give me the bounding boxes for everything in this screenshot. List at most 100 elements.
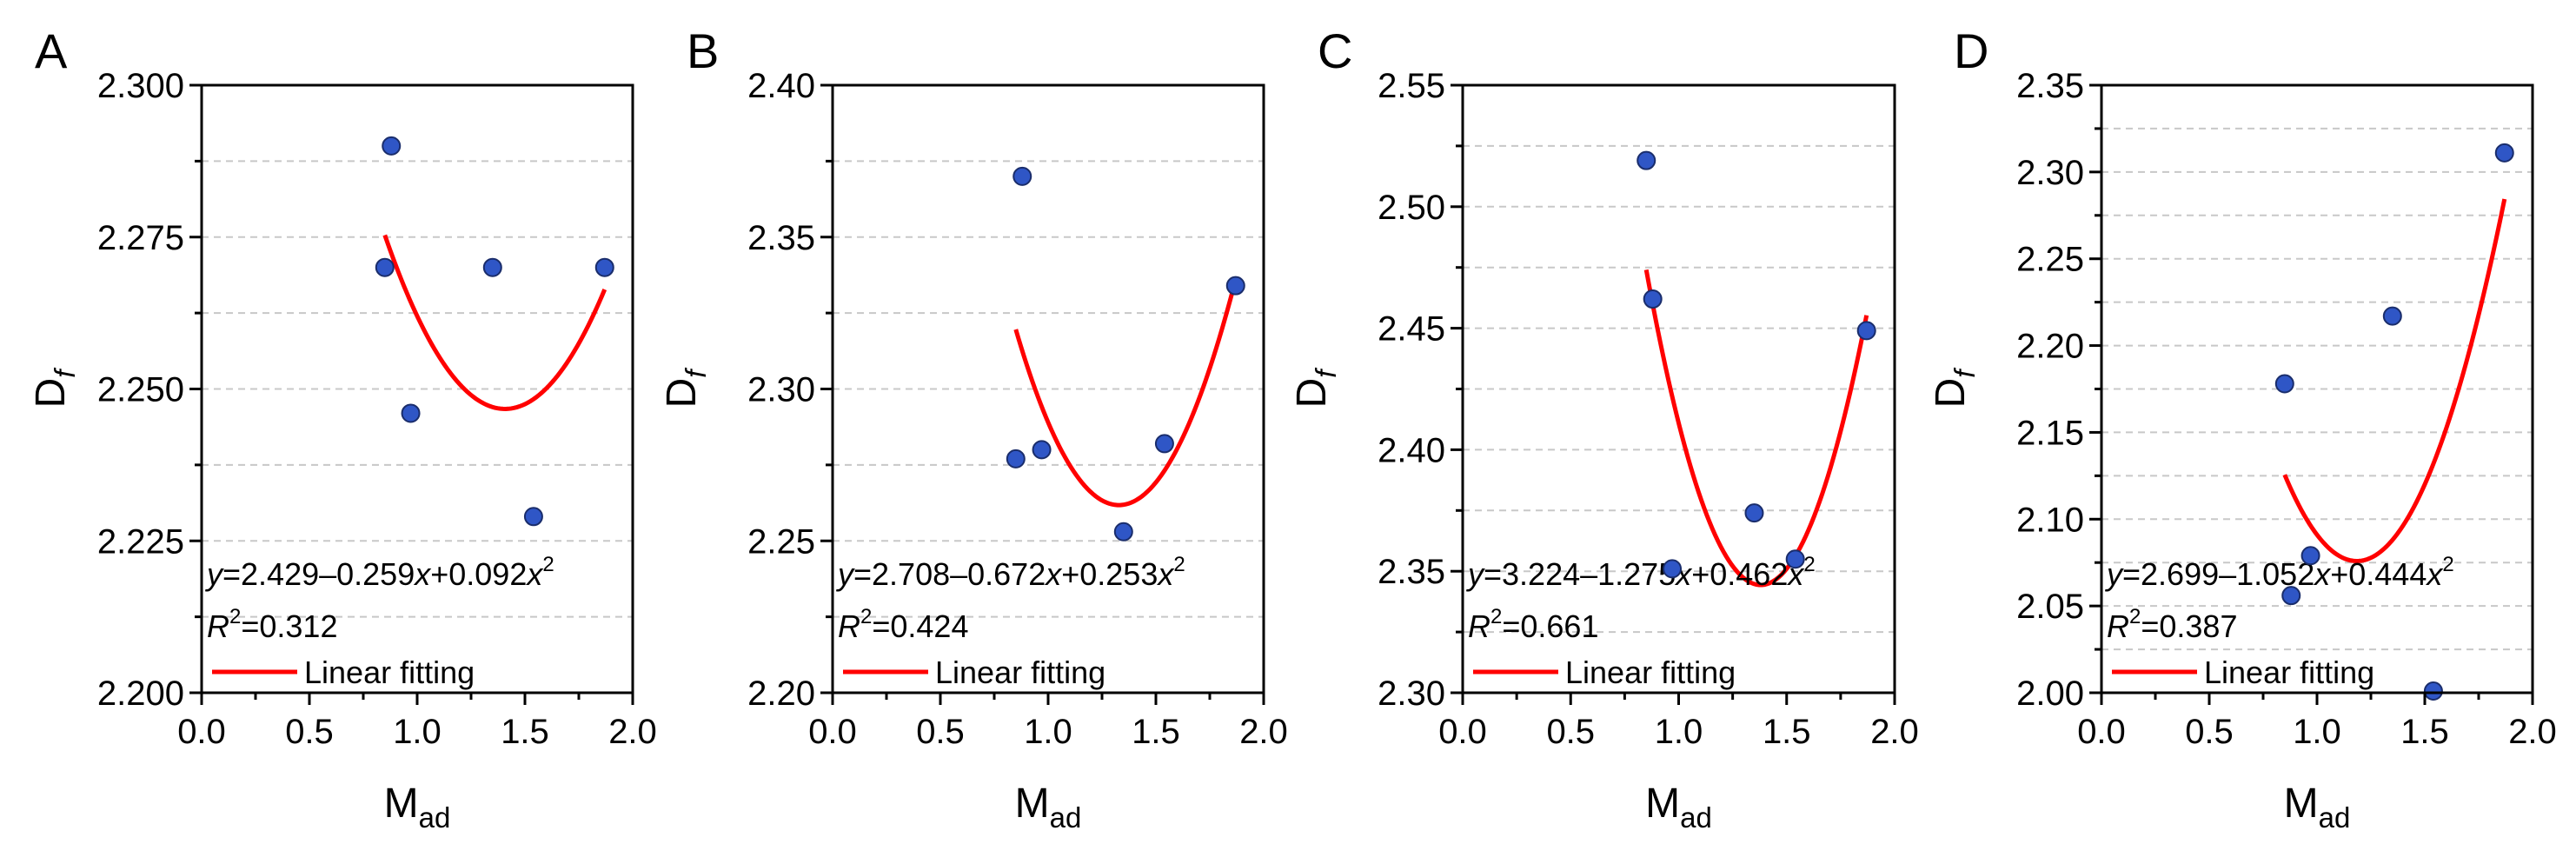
r-squared: R2=0.312	[207, 605, 337, 644]
y-tick-label: 2.30	[1378, 675, 1445, 713]
data-point	[1154, 434, 1174, 454]
y-axis-label: Df	[659, 367, 712, 409]
data-point	[2281, 586, 2301, 606]
data-point	[1032, 440, 1052, 460]
y-tick-label: 2.275	[97, 219, 184, 257]
y-tick-label: 2.300	[97, 67, 184, 105]
x-tick-label: 1.5	[2400, 713, 2449, 751]
x-tick-label: 1.5	[1763, 713, 1811, 751]
y-tick-label: 2.35	[2016, 67, 2084, 105]
y-tick-label: 2.10	[2016, 501, 2084, 539]
y-tick-label: 2.40	[1378, 431, 1445, 469]
data-point	[1643, 289, 1663, 309]
panel-d: Dy=2.699–1.052x+0.444x2 R2=0.387 Linear fi…	[1928, 23, 2557, 834]
x-tick-label: 0.0	[2077, 713, 2126, 751]
y-axis-label: Df	[1289, 367, 1342, 409]
y-tick-label: 2.20	[2016, 328, 2084, 366]
data-point	[523, 507, 543, 527]
x-tick-label: 1.5	[501, 713, 549, 751]
data-point	[1006, 449, 1026, 469]
data-point	[2494, 143, 2514, 163]
x-axis-label: Mad	[1645, 781, 1712, 834]
panel-c: Cy=3.224–1.275x+0.462x2 R2=0.661 Linear fi…	[1289, 23, 1919, 834]
y-tick-label: 2.35	[1378, 553, 1445, 591]
x-tick-label: 1.0	[393, 713, 442, 751]
fit-equation: y=2.429–0.259x+0.092x2	[204, 553, 554, 592]
fit-equation: y=2.699–1.052x+0.444x2	[2104, 553, 2454, 592]
fit-equation: y=3.224–1.275x+0.462x2	[1465, 553, 1816, 592]
fit-curve	[1643, 269, 1869, 588]
y-tick-label: 2.00	[2016, 675, 2084, 713]
y-axis-label: Df	[1928, 367, 1981, 409]
r-squared: R2=0.387	[2107, 605, 2237, 644]
y-tick-label: 2.30	[2016, 154, 2084, 192]
data-point	[482, 257, 502, 277]
x-axis-label: Mad	[2284, 781, 2351, 834]
x-tick-label: 2.0	[608, 713, 657, 751]
y-tick-label: 2.45	[1378, 310, 1445, 349]
x-axis-label: Mad	[384, 781, 451, 834]
legend-label: Linear fitting	[935, 655, 1105, 690]
y-tick-label: 2.25	[2016, 241, 2084, 279]
legend-label: Linear fitting	[1565, 655, 1736, 690]
fit-curve	[382, 234, 607, 411]
fit-curve	[2282, 198, 2507, 564]
x-tick-label: 2.0	[1239, 713, 1288, 751]
data-point	[1637, 150, 1656, 170]
x-tick-label: 1.0	[1655, 713, 1703, 751]
data-point	[2300, 546, 2320, 566]
x-tick-label: 0.0	[808, 713, 857, 751]
data-point	[1663, 559, 1683, 579]
y-tick-label: 2.50	[1378, 189, 1445, 227]
x-tick-label: 1.0	[2293, 713, 2341, 751]
x-tick-label: 0.0	[1438, 713, 1487, 751]
panel-b: By=2.708–0.672x+0.253x2 R2=0.424 Linear fi…	[659, 23, 1288, 834]
data-point	[1785, 549, 1805, 569]
x-tick-label: 0.5	[285, 713, 334, 751]
fit-equation: y=2.708–0.672x+0.253x2	[835, 553, 1185, 592]
fit-curve	[1013, 278, 1238, 508]
data-point	[401, 403, 421, 423]
y-tick-label: 2.20	[747, 675, 815, 713]
data-point	[1856, 321, 1876, 341]
x-tick-label: 1.0	[1024, 713, 1072, 751]
y-tick-label: 2.15	[2016, 414, 2084, 452]
y-tick-label: 2.05	[2016, 588, 2084, 626]
y-tick-label: 2.55	[1378, 67, 1445, 105]
r-squared: R2=0.424	[838, 605, 968, 644]
panel-letter: C	[1318, 23, 1352, 78]
legend-label: Linear fitting	[2204, 655, 2374, 690]
data-point	[1225, 276, 1245, 296]
x-tick-label: 0.5	[2185, 713, 2234, 751]
r-squared: R2=0.661	[1468, 605, 1598, 644]
data-point	[1012, 166, 1032, 186]
data-point	[2382, 306, 2402, 326]
panel-letter: B	[687, 23, 719, 78]
x-tick-label: 0.5	[1546, 713, 1595, 751]
data-point	[594, 257, 614, 277]
data-point	[2274, 374, 2294, 394]
y-tick-label: 2.40	[747, 67, 815, 105]
x-tick-label: 2.0	[1870, 713, 1919, 751]
y-tick-label: 2.35	[747, 219, 815, 257]
legend-label: Linear fitting	[304, 655, 475, 690]
x-tick-label: 1.5	[1132, 713, 1180, 751]
x-tick-label: 2.0	[2508, 713, 2557, 751]
data-point	[1744, 503, 1764, 523]
panel-a: Ay=2.429–0.259x+0.092x2 R2=0.312 Linear fi…	[28, 23, 657, 834]
data-point	[1113, 522, 1133, 542]
y-tick-label: 2.200	[97, 675, 184, 713]
data-point	[382, 136, 402, 156]
y-tick-label: 2.25	[747, 522, 815, 561]
data-point	[375, 257, 395, 277]
x-tick-label: 0.5	[916, 713, 965, 751]
y-tick-label: 2.30	[747, 371, 815, 409]
x-axis-label: Mad	[1015, 781, 1082, 834]
data-point	[2423, 681, 2443, 701]
y-tick-label: 2.250	[97, 371, 184, 409]
y-axis-label: Df	[28, 367, 81, 409]
y-tick-label: 2.225	[97, 522, 184, 561]
panel-letter: A	[35, 23, 68, 78]
x-tick-label: 0.0	[177, 713, 226, 751]
